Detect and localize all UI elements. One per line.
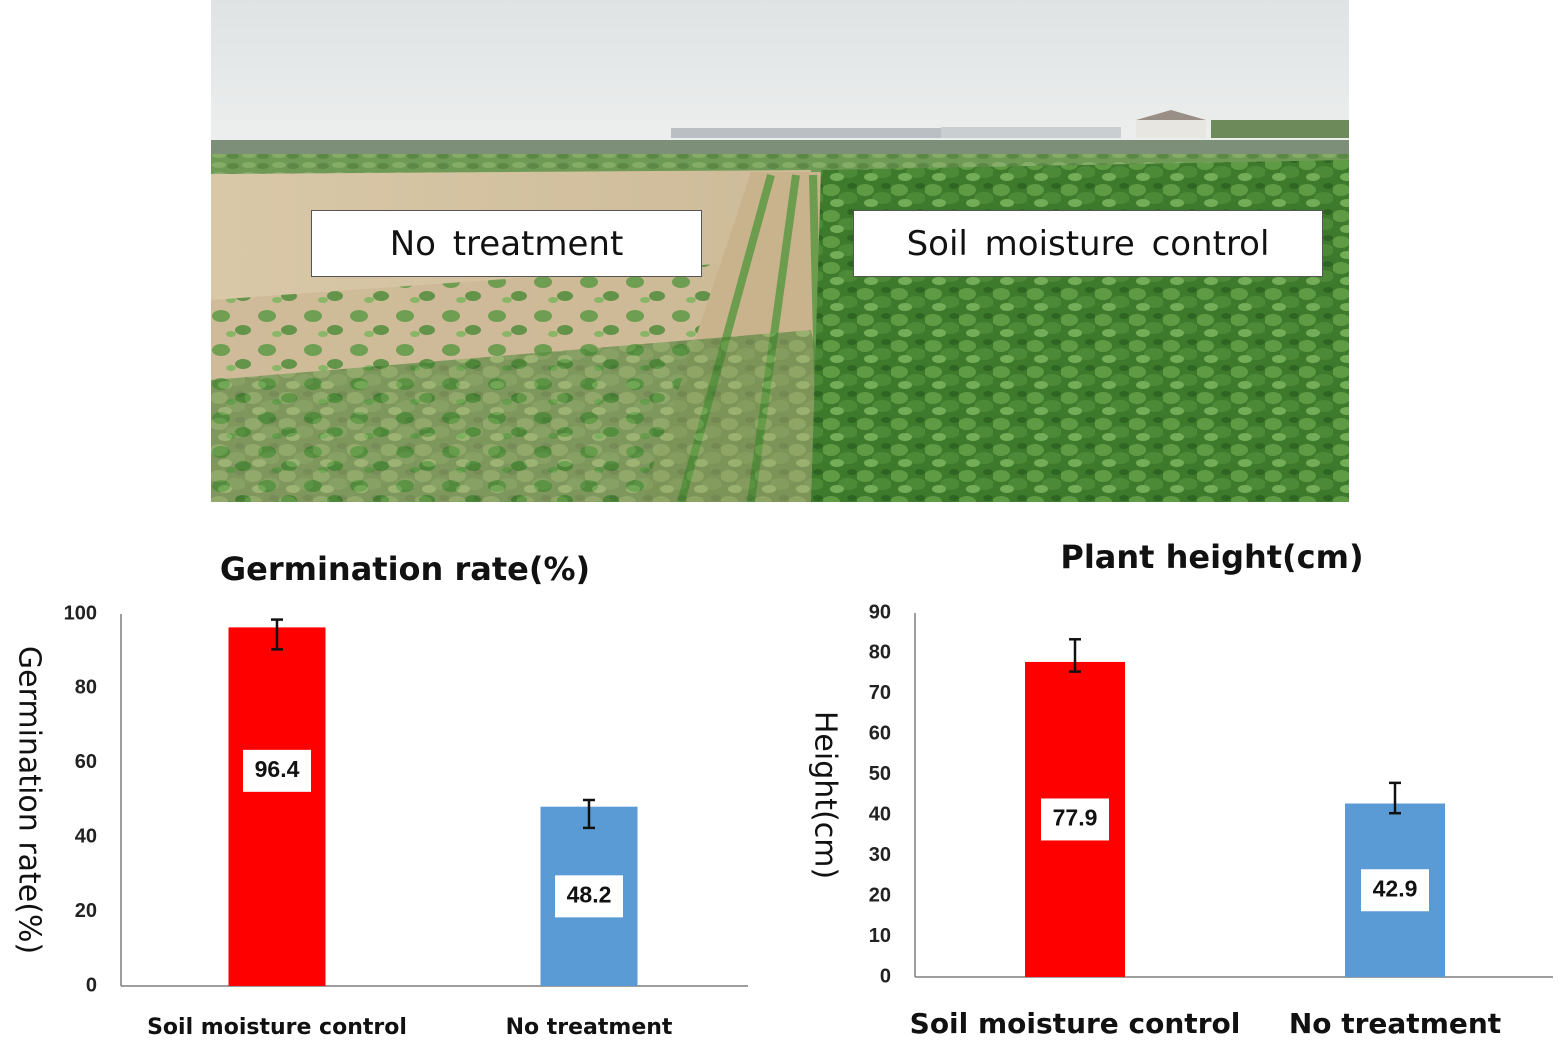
y-tick-label: 70 bbox=[869, 682, 891, 704]
y-tick-label: 0 bbox=[86, 974, 97, 996]
y-tick-label: 20 bbox=[869, 884, 891, 906]
y-tick-label: 80 bbox=[75, 677, 97, 699]
x-category-label: Soil moisture control bbox=[147, 1015, 407, 1040]
y-tick-label: 20 bbox=[75, 900, 97, 922]
y-axis-label: Germination rate(%) bbox=[12, 646, 47, 954]
y-tick-label: 80 bbox=[869, 642, 891, 664]
y-axis-label: Height(cm) bbox=[808, 711, 843, 879]
x-category-label: No treatment bbox=[1289, 1007, 1501, 1040]
field-photo: No treatment Soil moisture control bbox=[211, 0, 1349, 502]
y-tick-label: 40 bbox=[869, 804, 891, 826]
x-category-label: No treatment bbox=[506, 1015, 673, 1040]
bar-soil-moisture-control bbox=[228, 627, 326, 986]
data-label: 42.9 bbox=[1373, 875, 1418, 901]
y-tick-label: 40 bbox=[75, 825, 97, 847]
chart-title: Germination rate(%) bbox=[220, 550, 590, 588]
data-label: 48.2 bbox=[567, 881, 612, 907]
y-tick-label: 60 bbox=[869, 723, 891, 745]
y-tick-label: 10 bbox=[869, 925, 891, 947]
plant-height-chart: Plant height(cm) Height(cm) 0 10 20 30 40 50 60 7… bbox=[808, 538, 1553, 1040]
soil-moisture-control-photo-label: Soil moisture control bbox=[853, 210, 1323, 277]
field-scene bbox=[211, 0, 1349, 502]
data-label-box bbox=[1361, 869, 1429, 912]
x-category-label: Soil moisture control bbox=[910, 1007, 1241, 1040]
y-tick-label: 60 bbox=[75, 751, 97, 773]
data-label: 77.9 bbox=[1053, 805, 1098, 831]
y-tick-label: 0 bbox=[880, 965, 891, 987]
no-treatment-photo-label: No treatment bbox=[311, 210, 702, 277]
data-label-box bbox=[243, 749, 311, 792]
y-tick-label: 100 bbox=[64, 602, 97, 624]
y-tick-label: 90 bbox=[869, 601, 891, 623]
y-tick-label: 50 bbox=[869, 763, 891, 785]
chart-title: Plant height(cm) bbox=[1060, 538, 1363, 576]
data-label-box bbox=[555, 875, 623, 918]
data-label-box bbox=[1041, 798, 1109, 841]
y-tick-label: 30 bbox=[869, 844, 891, 866]
germination-rate-chart: Germination rate(%) Germination rate(%) 0 2… bbox=[12, 550, 748, 1040]
data-label: 96.4 bbox=[255, 756, 300, 782]
